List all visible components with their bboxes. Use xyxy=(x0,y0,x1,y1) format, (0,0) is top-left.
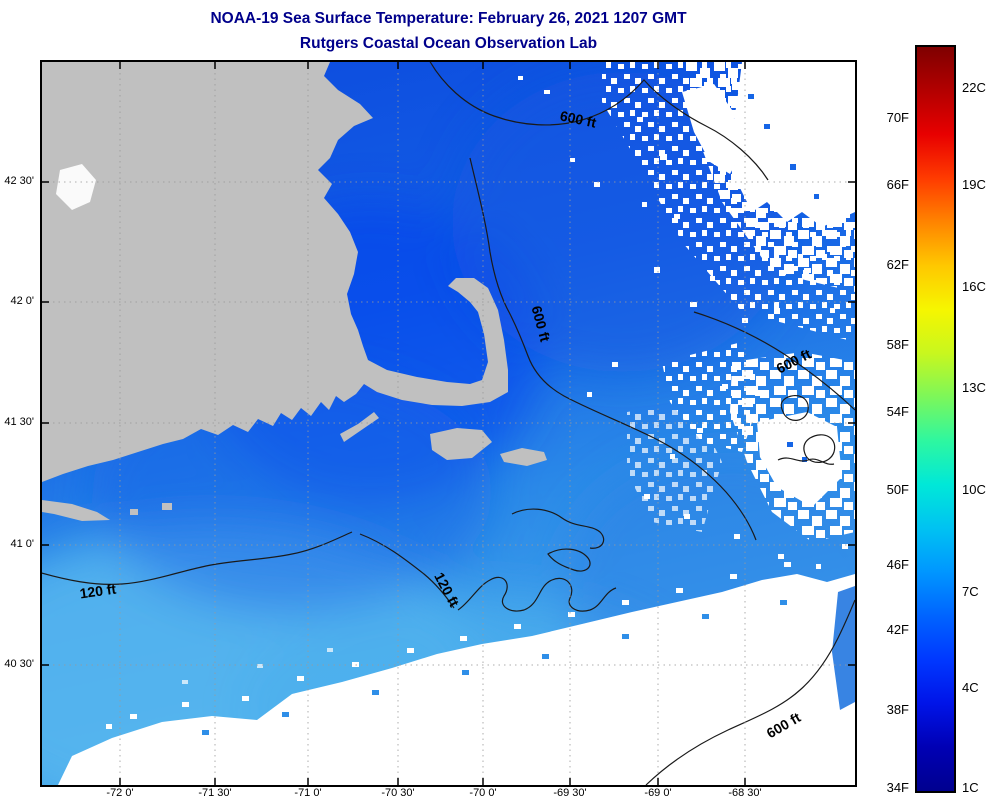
small-island xyxy=(130,509,138,515)
y-tick-label: 40 30' xyxy=(4,658,34,670)
marthas-vineyard-island xyxy=(430,428,492,460)
colorbar-c-label: 10C xyxy=(962,482,986,497)
y-tick-label: 42 0' xyxy=(10,295,34,307)
colorbar-c-label: 16C xyxy=(962,279,986,294)
page-title-line1: NOAA-19 Sea Surface Temperature: Februar… xyxy=(210,10,687,27)
long-island-tip xyxy=(42,500,110,521)
contour-600ft-southeast xyxy=(645,599,855,785)
x-tick-label: -69 30' xyxy=(553,787,587,799)
x-tick-label: -71 30' xyxy=(198,787,232,799)
contour-layer xyxy=(42,62,855,785)
figure-title: NOAA-19 Sea Surface Temperature: Februar… xyxy=(40,6,857,56)
axis-ticks xyxy=(42,62,855,785)
y-tick-label: 41 0' xyxy=(10,538,34,550)
colorbar-c-label: 22C xyxy=(962,80,986,95)
colorbar-f-label: 34F xyxy=(886,780,909,795)
block-island xyxy=(162,503,172,510)
y-tick-label: 41 30' xyxy=(4,416,34,428)
contour-loop xyxy=(780,395,809,421)
contour-squiggle xyxy=(777,457,835,465)
colorbar-c-label: 7C xyxy=(962,584,979,599)
contour-120ft-west xyxy=(42,531,353,585)
contour-label-600ft: 600 ft xyxy=(559,107,598,130)
colorbar-f-label: 70F xyxy=(886,110,909,125)
x-tick-label: -68 30' xyxy=(728,787,762,799)
page-title-line2: Rutgers Coastal Ocean Observation Lab xyxy=(299,35,598,52)
mainland-shape xyxy=(42,62,508,482)
colorbar-f-label: 62F xyxy=(886,257,909,272)
contour-600ft-north xyxy=(429,62,769,181)
colorbar-c-label: 13C xyxy=(962,380,986,395)
colorbar-f-label: 38F xyxy=(886,702,909,717)
x-tick-label: -71 0' xyxy=(294,787,322,799)
cloud-layer xyxy=(58,62,855,785)
inland-cloud-patch xyxy=(56,164,96,210)
colorbar-f-label: 66F xyxy=(886,177,909,192)
contour-120ft-mid xyxy=(359,533,455,609)
sst-map-canvas: 600 ft 600 ft 600 ft 600 ft 120 ft 120 f… xyxy=(42,62,855,785)
contour-shoal-squiggle xyxy=(511,508,605,549)
colorbar-f-label: 50F xyxy=(886,482,909,497)
elizabeth-islands xyxy=(340,412,379,442)
colorbar-f-label: 54F xyxy=(886,404,909,419)
contour-shoal-loop xyxy=(547,548,591,572)
contour-600ft-central xyxy=(469,157,757,541)
x-tick-label: -72 0' xyxy=(106,787,134,799)
colorbar-c-label: 1C xyxy=(962,780,979,795)
contour-loop xyxy=(803,434,836,463)
colorbar-gradient xyxy=(915,45,956,793)
contour-120ft-squiggle xyxy=(457,576,617,612)
y-tick-label: 42 30' xyxy=(4,175,34,187)
colorbar-f-label: 42F xyxy=(886,622,909,637)
colorbar-f-label: 58F xyxy=(886,337,909,352)
x-tick-label: -70 30' xyxy=(381,787,415,799)
colorbar-f-label: 46F xyxy=(886,557,909,572)
contour-label-120ft: 120 ft xyxy=(79,580,118,601)
colorbar-c-label: 19C xyxy=(962,177,986,192)
x-tick-label: -70 0' xyxy=(469,787,497,799)
land-layer xyxy=(42,62,547,521)
contour-600ft-east xyxy=(693,311,855,411)
grid-layer xyxy=(42,62,855,785)
x-tick-label: -69 0' xyxy=(644,787,672,799)
nantucket-island xyxy=(500,448,547,466)
map-plot-area: 600 ft 600 ft 600 ft 600 ft 120 ft 120 f… xyxy=(40,60,857,787)
colorbar-c-label: 4C xyxy=(962,680,979,695)
